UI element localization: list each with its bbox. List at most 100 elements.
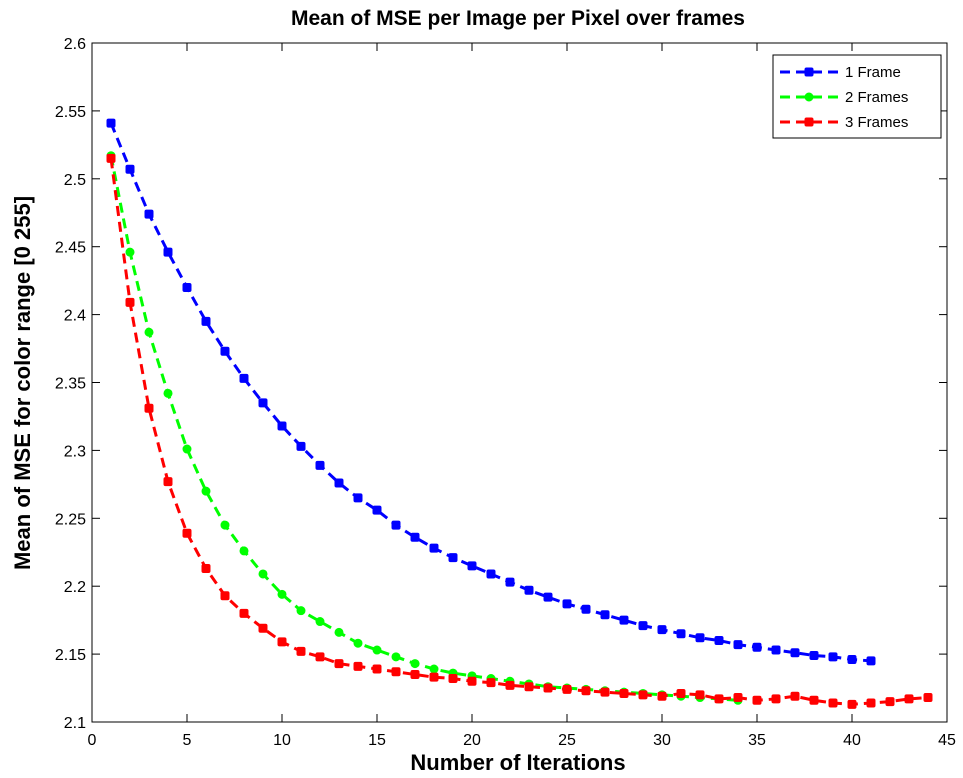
- data-point: [809, 695, 819, 705]
- data-point: [372, 645, 382, 655]
- data-point: [220, 346, 230, 356]
- data-point: [296, 606, 306, 616]
- data-point: [828, 698, 838, 708]
- data-point: [543, 683, 553, 693]
- legend-swatch-marker: [804, 117, 814, 127]
- data-point: [277, 421, 287, 431]
- data-point: [904, 694, 914, 704]
- data-point: [524, 585, 534, 595]
- data-point: [866, 656, 876, 666]
- data-point: [391, 520, 401, 530]
- y-tick-label: 2.25: [55, 511, 86, 528]
- data-point: [182, 444, 192, 454]
- data-point: [429, 672, 439, 682]
- data-point: [429, 664, 439, 674]
- legend-entry: 2 Frames: [780, 89, 908, 106]
- data-point: [144, 327, 154, 337]
- data-point: [524, 682, 534, 692]
- data-point: [277, 589, 287, 599]
- data-point: [486, 569, 496, 579]
- data-point: [296, 441, 306, 451]
- data-point: [448, 553, 458, 563]
- data-point: [429, 543, 439, 553]
- series-3: [106, 153, 933, 709]
- data-point: [562, 599, 572, 609]
- data-point: [657, 625, 667, 635]
- data-point: [410, 532, 420, 542]
- legend-entries: 1 Frame 2 Frames 3 Frames: [780, 64, 908, 131]
- x-tick-label: 15: [368, 732, 386, 749]
- data-point: [144, 403, 154, 413]
- data-point: [752, 695, 762, 705]
- data-point: [239, 608, 249, 618]
- data-point: [866, 698, 876, 708]
- chart-title: Mean of MSE per Image per Pixel over fra…: [291, 7, 745, 30]
- data-point: [657, 691, 667, 701]
- data-point: [752, 642, 762, 652]
- data-point: [676, 688, 686, 698]
- data-point: [391, 652, 401, 662]
- y-tick-label: 2.45: [55, 240, 86, 257]
- data-point: [638, 690, 648, 700]
- data-point: [372, 505, 382, 515]
- data-point: [467, 676, 477, 686]
- data-point: [277, 637, 287, 647]
- series-1: [106, 118, 876, 666]
- x-tick-label: 40: [843, 732, 861, 749]
- axis-ticks: [91, 42, 948, 723]
- data-point: [106, 153, 116, 163]
- data-point: [828, 652, 838, 662]
- x-tick-label: 45: [938, 732, 956, 749]
- data-point: [847, 655, 857, 665]
- data-point: [923, 693, 933, 703]
- data-point: [315, 460, 325, 470]
- y-tick-label: 2.1: [64, 715, 86, 732]
- data-point: [581, 604, 591, 614]
- legend-label: 2 Frames: [845, 89, 908, 106]
- x-axis-label: Number of Iterations: [410, 750, 625, 775]
- y-tick-label: 2.55: [55, 104, 86, 121]
- legend-label: 1 Frame: [845, 64, 901, 81]
- data-point: [239, 546, 249, 556]
- data-point: [182, 528, 192, 538]
- data-point: [885, 697, 895, 707]
- data-point: [220, 591, 230, 601]
- data-point: [372, 664, 382, 674]
- data-point: [410, 659, 420, 669]
- data-point: [258, 623, 268, 633]
- data-point: [334, 478, 344, 488]
- y-tick-label: 2.4: [64, 308, 86, 325]
- legend-entry: 1 Frame: [780, 64, 901, 81]
- y-tick-label: 2.15: [55, 647, 86, 664]
- plot-area: [91, 42, 948, 723]
- y-tick-labels: 2.1 2.15 2.2 2.25 2.3 2.35 2.4 2.45 2.5 2.55 2.6: [55, 36, 86, 732]
- data-point: [353, 493, 363, 503]
- data-point: [239, 373, 249, 383]
- data-point: [125, 297, 135, 307]
- data-point: [771, 694, 781, 704]
- y-tick-label: 2.2: [64, 579, 86, 596]
- y-tick-label: 2.5: [64, 172, 86, 189]
- data-point: [448, 674, 458, 684]
- legend-swatch-marker: [804, 67, 814, 77]
- data-point: [201, 564, 211, 574]
- data-point: [486, 678, 496, 688]
- data-point: [258, 398, 268, 408]
- data-point: [619, 615, 629, 625]
- x-tick-label: 35: [748, 732, 766, 749]
- x-tick-label: 0: [88, 732, 97, 749]
- x-tick-label: 10: [273, 732, 291, 749]
- data-point: [163, 388, 173, 398]
- data-point: [296, 646, 306, 656]
- data-point: [258, 569, 268, 579]
- x-tick-label: 25: [558, 732, 576, 749]
- data-point: [733, 693, 743, 703]
- data-point: [334, 627, 344, 637]
- data-point: [600, 610, 610, 620]
- y-tick-label: 2.35: [55, 376, 86, 393]
- data-point: [163, 477, 173, 487]
- data-point: [353, 661, 363, 671]
- data-point: [315, 617, 325, 627]
- data-point: [676, 629, 686, 639]
